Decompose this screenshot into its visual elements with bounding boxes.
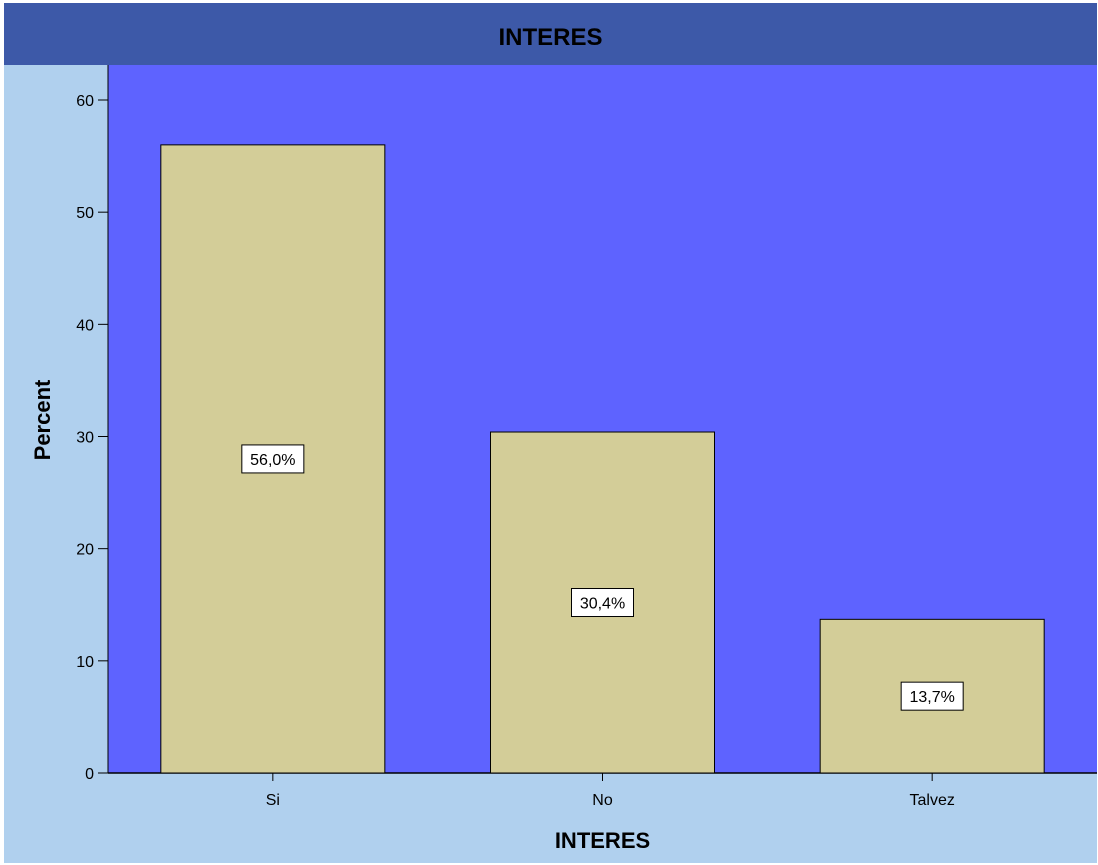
y-tick-label: 30 bbox=[76, 430, 94, 447]
y-tick-label: 40 bbox=[76, 317, 94, 334]
x-axis-title: INTERES bbox=[555, 828, 650, 853]
x-tick-label: Si bbox=[266, 792, 280, 809]
x-tick-label: No bbox=[592, 792, 613, 809]
data-label-box bbox=[571, 588, 634, 618]
y-axis: 0 10 20 30 40 50 60 bbox=[76, 65, 109, 783]
x-axis: Si No Talvez bbox=[108, 772, 1097, 809]
data-label-box bbox=[241, 444, 305, 474]
x-tick-label: Talvez bbox=[909, 792, 954, 809]
y-tick-label: 50 bbox=[76, 205, 94, 222]
data-label: 13,7% bbox=[909, 689, 954, 706]
y-tick-label: 20 bbox=[76, 542, 94, 559]
y-axis-title: Percent bbox=[30, 379, 55, 460]
data-label-box bbox=[900, 681, 964, 711]
data-labels: 56,0% 30,4% 13,7% bbox=[241, 444, 964, 711]
y-tick-label: 10 bbox=[76, 654, 94, 671]
data-label: 30,4% bbox=[580, 596, 625, 613]
y-tick-label: 60 bbox=[76, 93, 94, 110]
chart-title: INTERES bbox=[498, 24, 603, 51]
title-bar bbox=[4, 3, 1097, 65]
data-label: 56,0% bbox=[250, 452, 295, 469]
y-tick-label: 0 bbox=[85, 766, 94, 783]
bars bbox=[160, 144, 1045, 774]
